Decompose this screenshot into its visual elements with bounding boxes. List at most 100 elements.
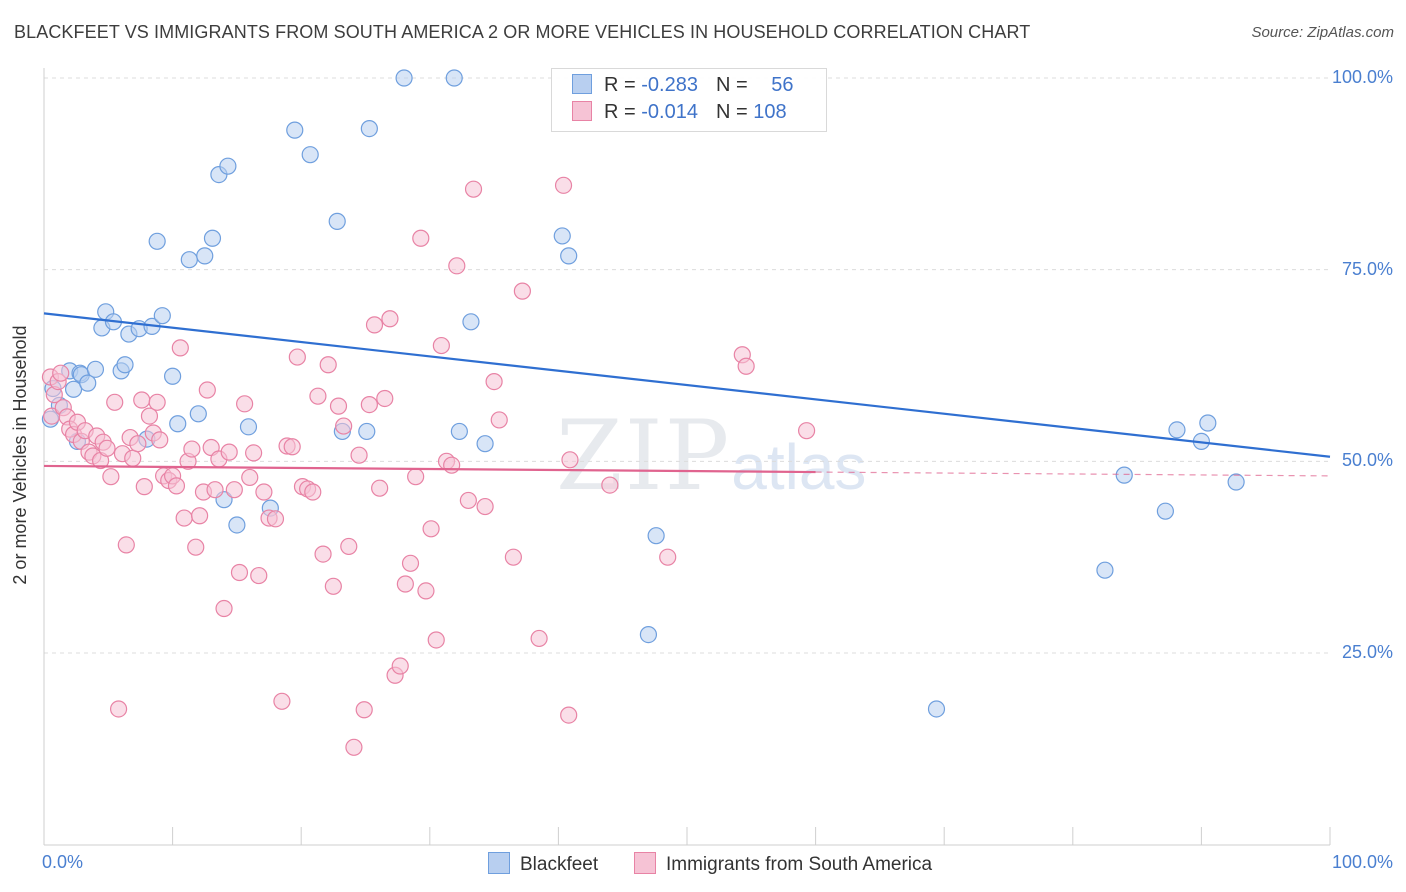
immigrants-point: [191, 507, 209, 525]
immigrants-point: [215, 599, 233, 618]
immigrants-point: [360, 396, 378, 414]
blackfeet-point: [228, 516, 246, 534]
blackfeet-point: [462, 313, 480, 331]
immigrants-point: [309, 387, 327, 405]
stats-legend: R = -0.283 N = 56 R = -0.014 N = 108: [551, 68, 827, 132]
immigrants-point: [401, 554, 420, 572]
immigrants-point: [737, 357, 755, 375]
immigrants-point: [554, 176, 573, 194]
blackfeet-point: [153, 307, 171, 325]
zipatlas-watermark: ZIPatlas: [556, 400, 866, 512]
immigrants-point: [448, 257, 466, 275]
immigrants-point: [530, 629, 548, 648]
immigrants-point: [432, 336, 450, 355]
immigrants-point: [412, 229, 430, 247]
immigrants-point: [151, 431, 169, 449]
blackfeet-point: [639, 625, 658, 644]
immigrants-point: [167, 477, 186, 495]
legend-n-value: 56: [771, 74, 794, 96]
blackfeet-point: [328, 212, 346, 230]
y-tick-label: 75.0%: [1341, 258, 1393, 279]
legend-row-blackfeet: R = -0.283 N = 56: [572, 74, 793, 98]
blackfeet-point: [148, 232, 166, 250]
immigrants-trendline: [43, 464, 816, 474]
source-label: Source: ZipAtlas.com: [1251, 24, 1394, 41]
immigrants-point: [175, 509, 193, 527]
chart-title: BLACKFEET VS IMMIGRANTS FROM SOUTH AMERI…: [14, 22, 1031, 42]
blackfeet-point: [553, 227, 571, 245]
immigrants-point: [109, 700, 128, 718]
legend-swatch-immigrants: [634, 852, 656, 874]
blackfeet-point: [64, 380, 83, 398]
immigrants-point: [464, 180, 483, 198]
legend-swatch-blackfeet: [572, 74, 592, 94]
immigrants-point: [230, 563, 249, 582]
blackfeet-point: [116, 356, 134, 374]
watermark-atlas: atlas: [731, 431, 867, 503]
blackfeet-point: [79, 374, 97, 392]
immigrants-point: [288, 348, 306, 366]
immigrants-point: [324, 577, 342, 595]
immigrants-point: [171, 339, 189, 357]
immigrants-point: [135, 478, 153, 496]
legend-label-blackfeet: Blackfeet: [520, 854, 599, 875]
blackfeet-point: [476, 435, 494, 453]
immigrants-point: [340, 537, 358, 556]
immigrants-point: [266, 510, 285, 528]
immigrants-point: [98, 439, 116, 457]
y-axis-label: 2 or more Vehicles in Household: [10, 325, 30, 585]
blackfeet-point: [286, 121, 304, 139]
blackfeet-trendline: [43, 312, 1331, 458]
immigrants-point: [198, 381, 216, 399]
immigrants-point: [476, 497, 494, 516]
immigrants-point: [183, 440, 201, 458]
y-tick-label: 100.0%: [1331, 67, 1393, 87]
immigrants-point: [319, 356, 337, 374]
immigrants-point: [255, 483, 273, 501]
immigrants-point: [273, 692, 291, 710]
blackfeet-point: [1168, 421, 1186, 439]
blackfeet-point: [189, 405, 207, 423]
immigrants-point: [490, 411, 508, 429]
immigrants-point: [335, 417, 353, 435]
x-tick-max: 100.0%: [1331, 852, 1393, 872]
legend-r-label: R =: [604, 101, 642, 123]
blackfeet-point: [169, 415, 187, 433]
blackfeet-point: [239, 418, 258, 436]
immigrants-point: [407, 468, 425, 486]
immigrants-point: [245, 444, 263, 462]
immigrants-point: [381, 310, 399, 328]
immigrants-point: [355, 701, 373, 719]
legend-n-label: N =: [715, 101, 754, 123]
immigrants-point: [459, 491, 477, 510]
immigrants-point: [117, 536, 135, 554]
immigrants-point: [427, 631, 445, 649]
immigrants-point: [513, 282, 531, 300]
immigrants-point: [443, 456, 461, 474]
immigrants-point: [371, 479, 389, 497]
immigrants-point: [345, 738, 363, 756]
legend-item-immigrants[interactable]: Immigrants from South America: [634, 852, 932, 876]
legend-n-label: N =: [715, 74, 754, 96]
immigrants-point: [396, 575, 414, 593]
x-tick-min: 0.0%: [42, 852, 84, 872]
immigrants-point: [659, 548, 677, 566]
immigrants-point: [206, 481, 224, 499]
immigrants-point: [391, 657, 409, 675]
immigrants-point: [102, 468, 120, 486]
blackfeet-point: [450, 422, 468, 441]
legend-n-value: 108: [753, 101, 787, 123]
blackfeet-point: [180, 251, 198, 269]
immigrants-point: [376, 389, 394, 408]
blackfeet-point: [203, 229, 222, 247]
immigrants-point: [601, 476, 619, 494]
immigrants-point: [417, 582, 435, 600]
legend-item-blackfeet[interactable]: Blackfeet: [488, 852, 598, 876]
blackfeet-point: [86, 360, 105, 378]
blackfeet-point: [301, 146, 319, 164]
blackfeet-point: [1115, 466, 1133, 484]
immigrants-point: [561, 451, 579, 469]
blackfeet-point: [1227, 473, 1245, 491]
blackfeet-point: [358, 422, 376, 441]
